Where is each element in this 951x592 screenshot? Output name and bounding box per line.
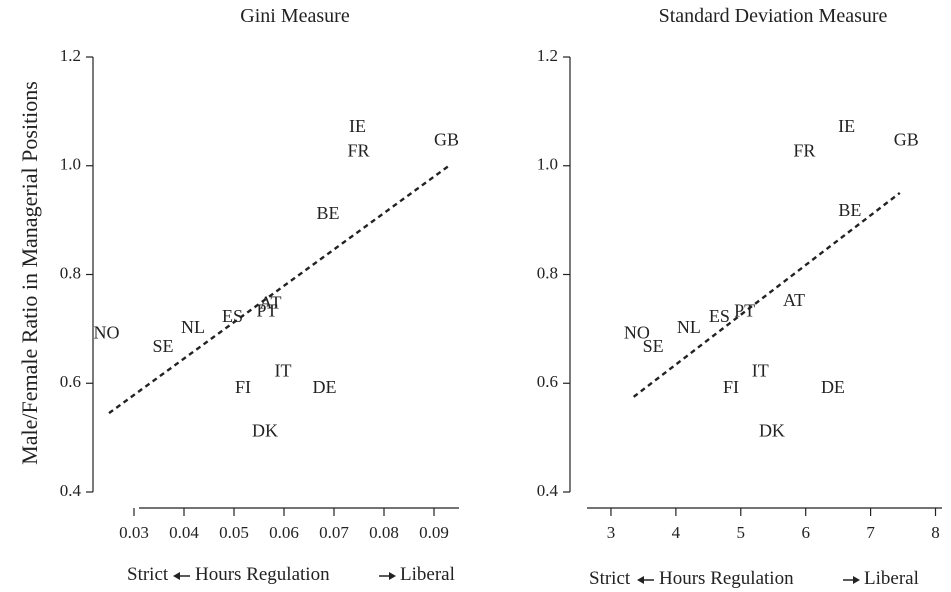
data-point-gb: GB <box>894 129 919 149</box>
x-tick-label: 0.05 <box>219 523 249 542</box>
data-point-pt: PT <box>256 301 277 321</box>
y-tick-label: 1.2 <box>60 46 81 65</box>
panel-standard-deviation: Standard Deviation Measure 0.4 0.6 0.8 1.0 1… <box>537 5 942 589</box>
data-point-gb: GB <box>434 129 459 149</box>
data-point-se: SE <box>152 336 173 356</box>
y-tick-label: 1.0 <box>537 155 558 174</box>
y-tick-label: 0.8 <box>60 263 81 282</box>
x-tick-label: 6 <box>801 523 810 542</box>
data-point-no: NO <box>624 322 650 342</box>
x-tick-label: 0.07 <box>319 523 349 542</box>
data-point-de: DE <box>821 377 845 397</box>
y-tick-label: 1.2 <box>537 46 558 65</box>
y-tick-label: 0.6 <box>537 372 558 391</box>
data-point-de: DE <box>313 377 337 397</box>
data-point-no: NO <box>94 322 120 342</box>
x-tick-label: 0.03 <box>119 523 149 542</box>
data-point-fr: FR <box>793 140 815 160</box>
arrow-right-icon <box>843 576 860 584</box>
data-point-it: IT <box>752 361 769 381</box>
chart-title: Standard Deviation Measure <box>659 5 888 27</box>
data-point-fi: FI <box>235 377 251 397</box>
x-axis-label-left: Strict <box>127 564 169 585</box>
data-point-fi: FI <box>723 377 739 397</box>
x-tick-label: 0.09 <box>419 523 449 542</box>
arrow-left-icon <box>173 572 190 580</box>
x-axis-label: Strict Hours Regulation Liberal <box>127 564 455 585</box>
x-tick-label: 0.04 <box>169 523 199 542</box>
data-point-at: AT <box>260 293 282 313</box>
data-point-se: SE <box>643 336 664 356</box>
x-axis-label-left: Strict <box>589 568 631 589</box>
y-tick-label: 0.6 <box>60 372 81 391</box>
trendline-path <box>108 164 450 415</box>
x-tick-label: 8 <box>931 523 940 542</box>
x-axis: 3 4 5 6 7 8 <box>587 507 942 542</box>
x-tick-label: 0.06 <box>269 523 299 542</box>
arrow-left-icon <box>637 576 654 584</box>
data-point-ie: IE <box>349 116 366 136</box>
data-point-fr: FR <box>347 140 369 160</box>
trendline-path <box>632 191 901 398</box>
data-point-es: ES <box>222 306 243 326</box>
x-tick-label: 0.08 <box>369 523 399 542</box>
data-point-es: ES <box>709 306 730 326</box>
x-tick-label: 4 <box>672 523 681 542</box>
y-tick-label: 1.0 <box>60 155 81 174</box>
y-tick-label: 0.4 <box>60 481 82 500</box>
x-axis-label-right: Liberal <box>864 568 919 589</box>
data-point-nl: NL <box>677 317 701 337</box>
x-axis-label: Strict Hours Regulation Liberal <box>589 568 919 589</box>
data-point-pt: PT <box>734 301 755 321</box>
data-point-dk: DK <box>252 420 278 440</box>
y-tick-label: 0.8 <box>537 263 558 282</box>
y-axis: 0.4 0.6 0.8 1.0 1.2 <box>60 46 94 500</box>
chart-title: Gini Measure <box>240 5 350 27</box>
trendline <box>108 164 450 415</box>
x-axis-label-mid: Hours Regulation <box>195 564 330 585</box>
x-axis-label-right: Liberal <box>400 564 455 585</box>
x-tick-label: 3 <box>607 523 616 542</box>
data-point-ie: IE <box>838 116 855 136</box>
y-axis: 0.4 0.6 0.8 1.0 1.2 <box>537 46 571 500</box>
x-tick-label: 7 <box>866 523 875 542</box>
x-axis-label-mid: Hours Regulation <box>659 568 794 589</box>
trendline <box>632 191 901 398</box>
panel-gini: Gini Measure 0.40.60.81.01.2 0.03 0.04 0.0… <box>60 5 459 585</box>
y-axis-label: Male/Female Ratio in Managerial Position… <box>17 81 42 465</box>
data-point-at: AT <box>783 290 805 310</box>
data-point-be: BE <box>316 203 339 223</box>
data-point-it: IT <box>275 361 292 381</box>
data-point-dk: DK <box>759 420 785 440</box>
x-tick-label: 5 <box>737 523 746 542</box>
y-tick-label: 0.4 <box>537 481 559 500</box>
data-point-nl: NL <box>181 317 205 337</box>
arrow-right-icon <box>379 572 396 580</box>
data-point-be: BE <box>838 200 861 220</box>
x-axis: 0.03 0.04 0.05 0.06 0.07 0.08 0.09 <box>119 507 459 542</box>
